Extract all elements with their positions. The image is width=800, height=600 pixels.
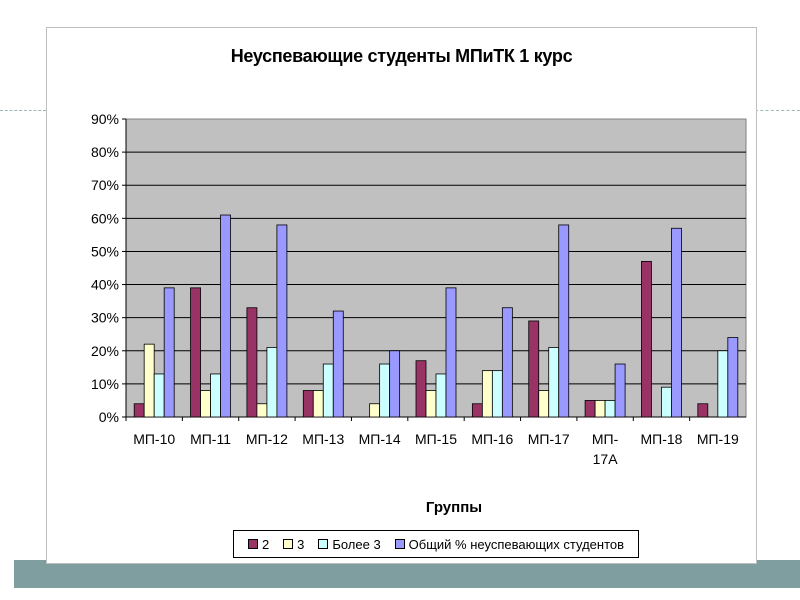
legend-label: 3 xyxy=(297,536,305,552)
bar xyxy=(671,227,682,418)
bar xyxy=(435,373,447,418)
y-tick-label: 80% xyxy=(91,144,119,160)
slide-divider-right xyxy=(755,110,800,111)
x-tick-label: МП-17 xyxy=(528,431,570,447)
bar xyxy=(717,350,729,418)
bar xyxy=(538,390,550,418)
bar xyxy=(697,403,709,418)
bar xyxy=(246,307,258,418)
x-tick-label: МП-12 xyxy=(246,431,288,447)
bar xyxy=(133,403,145,418)
slide-footer-band xyxy=(14,560,800,588)
bar xyxy=(594,400,606,418)
y-tick-label: 50% xyxy=(91,243,119,259)
x-tick-label: МП-11 xyxy=(190,431,231,447)
x-tick-label: МП-13 xyxy=(302,431,344,447)
x-tick-label: МП-19 xyxy=(697,431,739,447)
bar xyxy=(163,287,175,418)
bar xyxy=(389,350,401,418)
bar xyxy=(369,403,381,418)
bar xyxy=(322,363,334,418)
x-tick-label: МП- xyxy=(592,431,619,447)
x-tick-label: МП-14 xyxy=(359,431,401,447)
bar xyxy=(604,400,616,418)
bar xyxy=(445,287,457,418)
bar xyxy=(312,390,324,418)
bar xyxy=(501,307,513,418)
bar xyxy=(471,403,483,418)
bar xyxy=(153,373,165,418)
legend-label: Общий % неуспевающих студентов xyxy=(408,536,625,552)
bar xyxy=(190,287,201,418)
y-tick-label: 20% xyxy=(91,343,119,359)
bar xyxy=(220,214,231,418)
x-tick-label: МП-18 xyxy=(640,431,682,447)
slide-divider-left xyxy=(0,110,46,111)
y-tick-label: 70% xyxy=(91,177,119,193)
legend-label: 2 xyxy=(261,536,270,552)
bar xyxy=(528,320,540,418)
bar xyxy=(332,310,344,418)
legend-item: Более 3 xyxy=(318,536,381,552)
bar xyxy=(200,390,211,418)
bar xyxy=(276,224,288,418)
bar xyxy=(584,400,596,418)
legend-item: 2 xyxy=(247,536,270,552)
y-tick-label: 60% xyxy=(91,210,119,226)
y-tick-label: 90% xyxy=(91,111,119,127)
bar xyxy=(302,390,314,418)
x-tick-label: МП-15 xyxy=(415,431,457,447)
bar xyxy=(481,370,493,418)
legend-item: Общий % неуспевающих студентов xyxy=(394,536,625,552)
legend-label: Более 3 xyxy=(332,536,381,552)
legend-swatch xyxy=(394,539,405,549)
chart-title: Неуспевающие студенты МПиТК 1 курс xyxy=(230,46,573,66)
y-tick-label: 0% xyxy=(99,409,119,425)
bar xyxy=(558,224,570,418)
bar xyxy=(143,343,155,418)
plot-area xyxy=(125,118,747,418)
chart-legend: 2 3 Более 3 Общий % неуспевающих студентов xyxy=(233,530,639,558)
bar xyxy=(425,390,437,418)
y-tick-label: 30% xyxy=(91,310,119,326)
legend-swatch xyxy=(247,539,258,549)
bar xyxy=(641,260,652,418)
bar xyxy=(379,363,391,418)
chart-frame: Неуспевающие студенты МПиТК 1 курс 0% 10%… xyxy=(46,27,757,564)
legend-item: 3 xyxy=(283,537,304,552)
x-tick-label: МП-10 xyxy=(133,431,175,447)
bar xyxy=(614,363,626,418)
bar xyxy=(727,337,739,418)
bar xyxy=(491,370,503,418)
bar xyxy=(415,360,427,418)
bar xyxy=(210,373,221,418)
legend-swatch xyxy=(283,539,294,549)
y-tick-label: 10% xyxy=(91,376,119,392)
legend-swatch xyxy=(318,539,329,549)
bar xyxy=(266,347,278,418)
chart-plot: 0% 10% 20% 30% 40% 50% 60% 70% 80% 90% МП-10 МП-11 М… xyxy=(91,111,747,516)
x-tick-label: МП-16 xyxy=(471,431,513,447)
bar xyxy=(548,347,560,418)
bar xyxy=(661,386,672,418)
bar xyxy=(256,403,268,418)
y-tick-label: 40% xyxy=(91,277,119,293)
x-tick-label: 17А xyxy=(593,451,619,467)
x-axis-title: Группы xyxy=(426,499,482,516)
